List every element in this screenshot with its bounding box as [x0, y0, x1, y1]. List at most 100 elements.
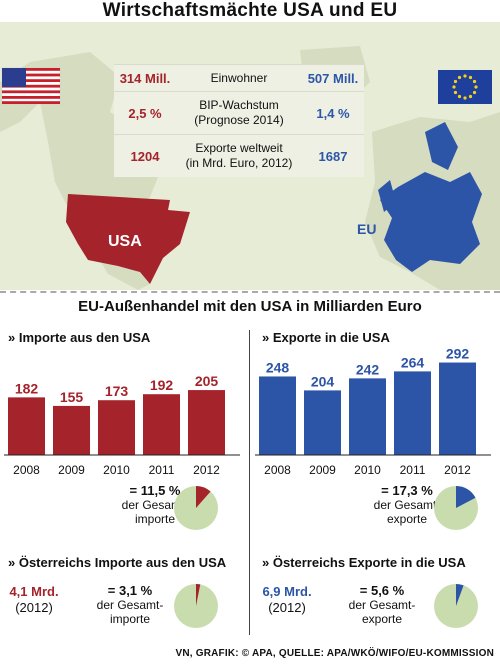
- share-label-2: exporte: [361, 612, 403, 626]
- austria-exports-value: 6,9 Mrd.: [262, 584, 312, 599]
- bar: [259, 376, 296, 455]
- austria-imports-year: (2012): [15, 600, 53, 615]
- comparison-label: Exporte weltweit (in Mrd. Euro, 2012): [176, 141, 302, 171]
- page-title: Wirtschaftsmächte USA und EU: [102, 0, 398, 21]
- eu-star-icon: [472, 90, 477, 95]
- comparison-label: Einwohner: [176, 71, 302, 86]
- year-tick-label: 2008: [13, 463, 40, 477]
- pie-share-slice: [196, 486, 211, 508]
- bar-value-label: 182: [15, 380, 39, 396]
- pie-share-slice: [196, 584, 201, 606]
- bar: [143, 394, 180, 455]
- austria-exports-pie: [434, 584, 478, 628]
- eu-star-icon: [468, 94, 473, 99]
- comparison-label-1: BIP-Wachstum: [199, 98, 279, 112]
- eu-map-label: EU: [357, 221, 376, 237]
- eu-star-icon: [472, 79, 477, 84]
- eu-shape: [380, 172, 482, 272]
- share-label-1: der Gesamt-: [348, 598, 416, 612]
- eu-star-icon: [452, 85, 456, 89]
- bar-value-label: 248: [266, 359, 290, 375]
- eu-star-icon: [457, 94, 462, 99]
- share-value: = 5,6 %: [359, 583, 405, 598]
- bar: [188, 390, 225, 455]
- year-tick-label: 2010: [103, 463, 130, 477]
- eu-value: 507 Mill.: [307, 70, 359, 86]
- comparison-label-2: (Prognose 2014): [194, 113, 284, 127]
- comparison-label-1: Einwohner: [210, 70, 268, 85]
- exports-share-pie: [434, 486, 478, 530]
- section-title: EU-Außenhandel mit den USA in Milliarden…: [78, 298, 422, 315]
- imports-share-pie: [174, 486, 218, 530]
- share-value: = 3,1 %: [107, 583, 153, 598]
- us-flag-icon: [1, 67, 61, 105]
- eu-flag-icon: [438, 70, 492, 104]
- eu-value: 1687: [318, 148, 348, 164]
- share-value: = 11,5 %: [129, 483, 181, 498]
- comparison-row: 314 Mill. Einwohner 507 Mill.: [114, 64, 364, 91]
- bar-value-label: 264: [401, 354, 425, 370]
- bar-value-label: 173: [105, 383, 129, 399]
- austria-imports-amount: 4,1 Mrd. (2012): [6, 584, 62, 616]
- austria-imports-value: 4,1 Mrd.: [9, 584, 59, 599]
- eu-star-icon: [453, 79, 458, 84]
- bar-value-label: 204: [311, 373, 335, 389]
- usa-value: 314 Mill.: [119, 70, 171, 86]
- source-credit: VN, GRAFIK: © APA, QUELLE: APA/WKÖ/WIFO/…: [175, 648, 494, 659]
- imports-share-label: = 11,5 % der Gesamt- importe: [110, 483, 200, 527]
- pie-share-slice: [456, 486, 476, 508]
- usa-value: 1204: [130, 148, 160, 164]
- year-tick-label: 2012: [193, 463, 220, 477]
- uk-shape: [378, 180, 396, 212]
- share-label-1: der Gesamt-: [121, 498, 189, 512]
- bar: [349, 378, 386, 455]
- share-label-2: importe: [134, 512, 175, 526]
- bar: [8, 397, 45, 455]
- bar-value-label: 192: [150, 377, 174, 393]
- imports-chart-title: » Importe aus den USA: [8, 330, 151, 345]
- year-tick-label: 2011: [149, 463, 175, 477]
- eu-star-icon: [453, 90, 458, 95]
- comparison-label-2: (in Mrd. Euro, 2012): [185, 156, 293, 170]
- bar: [53, 405, 90, 455]
- map-area: USA EU 314 Mill. Ein: [0, 22, 500, 290]
- share-label-2: exporte: [386, 512, 428, 526]
- world-map: USA EU: [0, 46, 500, 290]
- bar-value-label: 292: [446, 346, 470, 362]
- comparison-row: 2,5 % BIP-Wachstum (Prognose 2014) 1,4 %: [114, 91, 364, 134]
- austria-exports-title: » Österreichs Exporte in die USA: [262, 555, 466, 570]
- eu-star-icon: [463, 96, 467, 100]
- comparison-row: 1204 Exporte weltweit (in Mrd. Euro, 2012…: [114, 134, 364, 177]
- share-label-1: der Gesamt-: [373, 498, 441, 512]
- year-tick-label: 2012: [444, 463, 471, 477]
- share-value: = 17,3 %: [381, 483, 433, 498]
- eu-star-icon: [463, 74, 467, 78]
- year-tick-label: 2008: [264, 463, 291, 477]
- year-tick-label: 2011: [400, 463, 426, 477]
- exports-share-label: = 17,3 % der Gesamt- exporte: [362, 483, 452, 527]
- comparison-label: BIP-Wachstum (Prognose 2014): [176, 98, 302, 128]
- eu-star-icon: [468, 75, 473, 80]
- bar-value-label: 155: [60, 389, 84, 405]
- year-tick-label: 2009: [58, 463, 85, 477]
- eu-star-icon: [457, 75, 462, 80]
- exports-bar-chart: 248 2008 204 2009 242 2010 264 2011 292 2012: [255, 346, 491, 477]
- bar-value-label: 242: [356, 361, 380, 377]
- pie-share-slice: [456, 584, 464, 606]
- bar: [394, 371, 431, 455]
- year-tick-label: 2010: [354, 463, 381, 477]
- section-divider: [0, 291, 500, 293]
- austria-exports-share-label: = 5,6 % der Gesamt- exporte: [342, 583, 422, 627]
- share-label-1: der Gesamt-: [96, 598, 164, 612]
- comparison-table: 314 Mill. Einwohner 507 Mill. 2,5 % BIP-…: [114, 64, 364, 177]
- bar: [98, 400, 135, 455]
- usa-shape: [66, 194, 190, 284]
- austria-imports-pie: [174, 584, 218, 628]
- usa-map-label: USA: [108, 233, 142, 250]
- scandinavia-shape: [425, 122, 458, 170]
- austria-exports-year: (2012): [268, 600, 306, 615]
- usa-value: 2,5 %: [128, 105, 162, 121]
- column-divider: [249, 330, 250, 635]
- austria-imports-share-label: = 3,1 % der Gesamt- importe: [90, 583, 170, 627]
